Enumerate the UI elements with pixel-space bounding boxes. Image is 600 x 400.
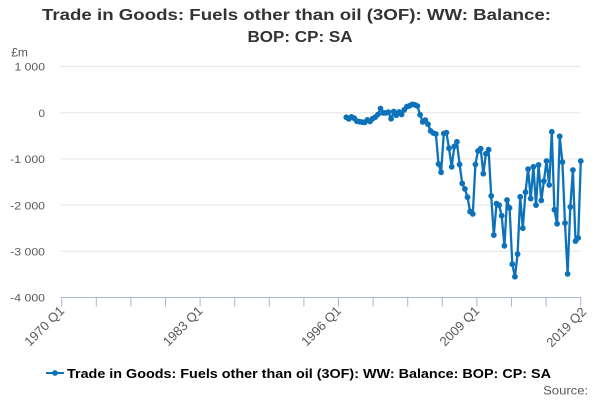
svg-text:0: 0	[39, 108, 46, 120]
svg-text:Trade in Goods: Fuels other th: Trade in Goods: Fuels other than oil (3O…	[67, 366, 552, 381]
svg-text:-2 000: -2 000	[10, 200, 45, 212]
svg-text:£m: £m	[11, 46, 28, 60]
svg-text:-1 000: -1 000	[10, 154, 45, 166]
svg-text:BOP: CP: SA: BOP: CP: SA	[248, 29, 353, 46]
svg-text:-4 000: -4 000	[10, 293, 45, 305]
svg-text:Source:: Source:	[543, 384, 588, 398]
svg-text:1983 Q1: 1983 Q1	[160, 303, 206, 349]
svg-text:1970 Q1: 1970 Q1	[21, 303, 67, 349]
svg-text:1 000: 1 000	[15, 62, 46, 74]
svg-text:2019 Q2: 2019 Q2	[543, 304, 589, 350]
svg-text:Trade in Goods: Fuels other th: Trade in Goods: Fuels other than oil (3O…	[42, 7, 551, 24]
svg-text:1996 Q1: 1996 Q1	[298, 303, 344, 349]
svg-text:-3 000: -3 000	[10, 247, 45, 259]
svg-text:2009 Q1: 2009 Q1	[437, 303, 483, 349]
